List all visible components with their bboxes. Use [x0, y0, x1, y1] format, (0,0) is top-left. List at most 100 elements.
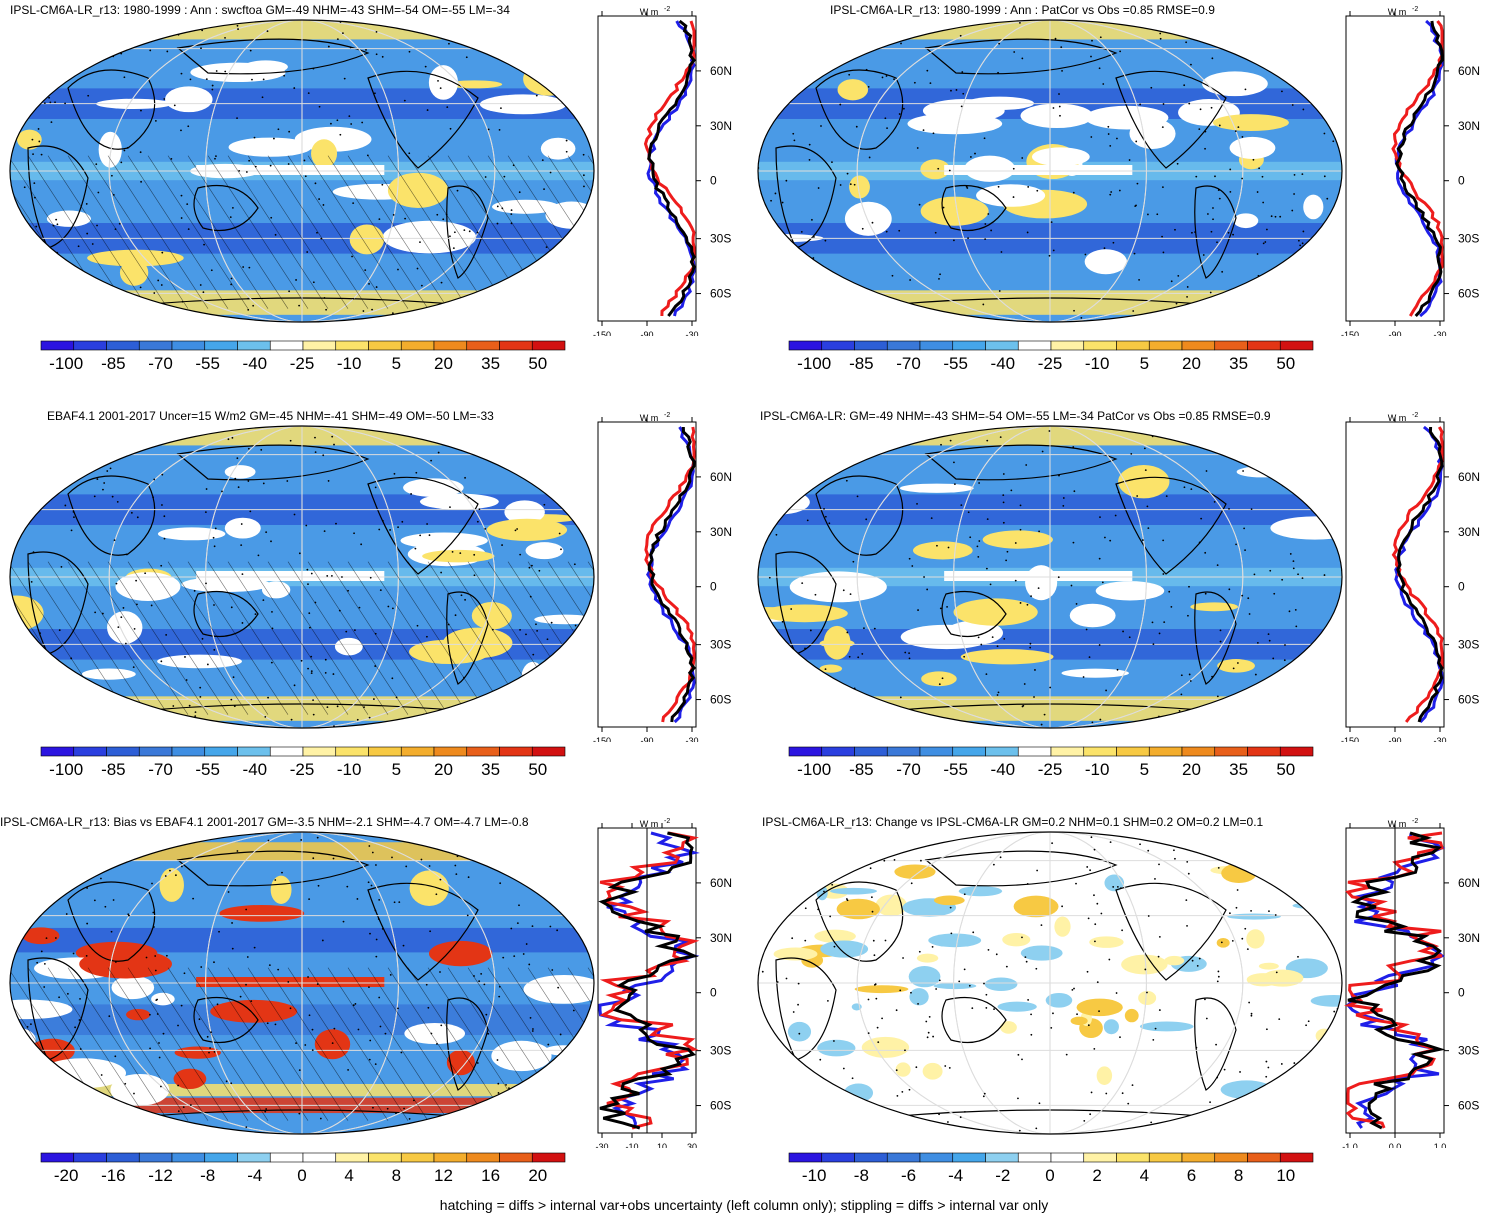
stipple-dot — [200, 966, 203, 968]
stipple-dot — [478, 508, 481, 511]
stipple-dot — [270, 661, 273, 664]
stipple-dot — [871, 221, 874, 224]
stipple-dot — [1256, 253, 1259, 255]
stipple-dot — [45, 937, 48, 940]
field-blob — [921, 671, 957, 687]
stipple-dot — [1162, 539, 1165, 542]
stipple-dot — [546, 1091, 549, 1093]
colorbar-label: -70 — [896, 354, 921, 373]
stipple-dot — [805, 78, 808, 81]
stipple-dot — [227, 438, 230, 441]
stipple-dot — [371, 308, 373, 311]
stipple-dot — [551, 1117, 554, 1120]
stipple-dot — [1236, 889, 1239, 891]
stipple-dot — [372, 1106, 374, 1109]
stipple-dot — [152, 911, 155, 914]
stipple-dot — [829, 915, 832, 918]
lat-label: 60N — [710, 876, 732, 890]
hatch-line — [187, 155, 289, 309]
stipple-dot — [909, 279, 912, 281]
stipple-dot — [556, 929, 559, 932]
stipple-dot — [136, 516, 139, 519]
stipple-dot — [429, 930, 432, 933]
colorbar-label: 12 — [434, 1166, 453, 1185]
coastline — [367, 70, 479, 169]
colorbar-swatch — [106, 340, 140, 351]
zonal-series-line — [1394, 19, 1444, 318]
stipple-dot — [262, 599, 265, 602]
lat-label: 30N — [710, 119, 732, 133]
stipple-dot — [140, 109, 142, 112]
colorbar-swatch — [499, 1152, 533, 1163]
hatch-line — [547, 155, 594, 309]
stipple-dot — [547, 1043, 550, 1046]
stipple-dot — [460, 594, 463, 597]
stipple-dot — [1142, 539, 1144, 541]
stipple-dot — [1189, 426, 1192, 427]
stipple-dot — [938, 979, 941, 982]
coastline — [941, 184, 1007, 232]
stipple-dot — [1168, 590, 1171, 593]
stipple-dot — [425, 983, 428, 986]
stipple-dot — [1198, 128, 1201, 131]
graticule-lon — [108, 20, 496, 322]
field-blob — [854, 985, 909, 994]
stipple-dot — [198, 1018, 201, 1021]
colorbar-label: -10 — [1084, 354, 1110, 373]
field-blob — [907, 113, 1003, 135]
colorbar-swatch — [269, 1152, 304, 1163]
field-blob — [486, 518, 568, 541]
stipple-dot — [860, 710, 862, 713]
stipple-dot — [281, 871, 283, 874]
stipple-dot — [1132, 310, 1135, 312]
stipple-dot — [205, 78, 208, 80]
hatch-line — [327, 967, 429, 1121]
stipple-dot — [1158, 1009, 1161, 1011]
x-tick-label: -150 — [1341, 736, 1359, 742]
stipple-dot — [548, 471, 551, 474]
zonal-series-line — [646, 20, 696, 317]
stipple-dot — [1014, 542, 1017, 544]
colorbar-label: 20 — [434, 354, 453, 373]
stipple-dot — [982, 1095, 985, 1098]
stipple-dot — [465, 56, 468, 59]
stipple-dot — [1246, 948, 1249, 951]
hatch-line — [567, 561, 594, 715]
stipple-dot — [528, 963, 531, 966]
coastline — [193, 996, 259, 1044]
stipple-dot — [324, 658, 327, 661]
stipple-dot — [821, 72, 824, 75]
stipple-dot — [283, 74, 286, 77]
stipple-dot — [1086, 866, 1089, 868]
stipple-dot — [19, 51, 21, 54]
stipple-dot — [317, 884, 320, 887]
x-tick-label: -150 — [593, 736, 611, 742]
stipple-dot — [953, 461, 955, 464]
stipple-dot — [419, 241, 421, 244]
stipple-dot — [518, 721, 521, 724]
coastline — [1115, 70, 1227, 169]
stipple-dot — [463, 229, 466, 232]
stipple-dot — [893, 78, 895, 81]
stipple-dot — [560, 548, 562, 551]
field-blob — [960, 649, 1054, 665]
colorbar-label: 35 — [481, 760, 501, 779]
stipple-dot — [1013, 51, 1016, 53]
stipple-dot — [1030, 1013, 1032, 1016]
world-map — [9, 19, 595, 323]
stipple-dot — [1221, 39, 1224, 42]
hatch-line — [107, 155, 209, 309]
stipple-dot — [1087, 830, 1089, 832]
stipple-dot — [1198, 957, 1201, 960]
stipple-dot — [60, 565, 63, 568]
hatch-line — [127, 561, 229, 715]
stipple-dot — [331, 1042, 334, 1045]
stipple-dot — [985, 673, 988, 676]
colorbar-swatch — [1181, 340, 1216, 351]
stipple-dot — [1058, 474, 1060, 477]
stipple-dot — [1323, 574, 1326, 576]
stipple-dot — [1278, 300, 1281, 303]
field-blob — [540, 137, 576, 160]
field-blob — [982, 530, 1053, 549]
stipple-dot — [1154, 878, 1156, 880]
